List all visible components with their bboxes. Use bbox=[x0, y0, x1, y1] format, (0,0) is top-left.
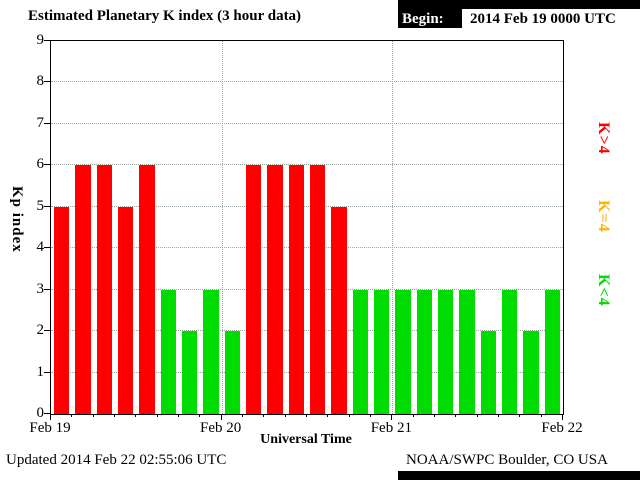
y-axis-label: Kp index bbox=[9, 186, 25, 253]
y-tick-label: 9 bbox=[36, 32, 45, 48]
x-tick-minor bbox=[519, 414, 521, 417]
x-tick-minor bbox=[348, 414, 350, 417]
kp-bar bbox=[288, 165, 304, 414]
begin-label-box bbox=[398, 0, 462, 28]
kp-bar bbox=[438, 289, 454, 414]
legend-k-eq-4: K=4 bbox=[595, 200, 612, 233]
x-tick-major bbox=[220, 414, 222, 420]
x-tick-minor bbox=[263, 414, 265, 417]
y-tick-mark bbox=[44, 40, 50, 41]
kp-bar bbox=[54, 206, 70, 414]
kp-bar bbox=[203, 289, 219, 414]
y-tick-mark bbox=[44, 247, 50, 249]
source-attribution: NOAA/SWPC Boulder, CO USA bbox=[406, 452, 608, 468]
kp-bar bbox=[480, 331, 496, 414]
x-tick-minor bbox=[71, 414, 73, 417]
x-tick-minor bbox=[498, 414, 499, 417]
kp-bar bbox=[267, 165, 283, 414]
y-tick-label: 0 bbox=[36, 405, 45, 421]
grid-line-horizontal bbox=[51, 122, 563, 124]
grid-line-vertical bbox=[221, 41, 223, 414]
x-tick-minor bbox=[476, 414, 478, 417]
y-tick-label: 7 bbox=[36, 114, 45, 131]
begin-label: Begin: bbox=[402, 11, 444, 27]
grid-line-horizontal bbox=[51, 205, 563, 207]
x-tick-label: Feb 20 bbox=[200, 420, 242, 436]
updated-timestamp: Updated 2014 Feb 22 02:55:06 UTC bbox=[6, 452, 227, 468]
kp-bar bbox=[374, 289, 390, 414]
x-tick-minor bbox=[92, 414, 94, 417]
x-tick-major bbox=[562, 414, 563, 420]
x-tick-minor bbox=[455, 414, 457, 417]
legend-k-lt-4: K<4 bbox=[595, 274, 612, 307]
grid-line-vertical bbox=[392, 41, 394, 414]
kp-bar bbox=[395, 289, 411, 414]
x-tick-minor bbox=[135, 414, 137, 417]
x-tick-minor bbox=[156, 414, 158, 417]
kp-bar bbox=[246, 165, 262, 414]
y-tick-mark bbox=[44, 413, 50, 414]
x-tick-label: Feb 21 bbox=[370, 420, 412, 436]
grid-line-horizontal bbox=[51, 288, 563, 290]
grid-line-horizontal bbox=[51, 247, 563, 249]
x-tick-minor bbox=[178, 414, 179, 417]
grid-line-horizontal bbox=[51, 164, 563, 166]
x-tick-minor bbox=[434, 414, 435, 417]
kp-bar bbox=[160, 289, 176, 414]
kp-bar bbox=[331, 206, 347, 414]
kp-bar bbox=[75, 165, 91, 414]
x-axis-label: Universal Time bbox=[260, 432, 352, 447]
top-edge-strip bbox=[398, 0, 640, 9]
x-tick-minor bbox=[327, 414, 329, 417]
x-tick-minor bbox=[540, 414, 542, 417]
kp-bar bbox=[502, 289, 518, 414]
x-tick-minor bbox=[306, 414, 307, 417]
y-tick-label: 8 bbox=[36, 73, 45, 90]
kp-bar bbox=[310, 165, 326, 414]
x-tick-minor bbox=[242, 414, 243, 417]
kp-bar bbox=[459, 289, 475, 414]
y-tick-label: 1 bbox=[36, 363, 45, 380]
y-tick-mark bbox=[44, 288, 50, 290]
plot-area bbox=[50, 40, 564, 415]
kp-bar bbox=[139, 165, 155, 414]
y-tick-label: 6 bbox=[36, 156, 45, 173]
y-tick-label: 3 bbox=[36, 280, 45, 297]
grid-line-horizontal bbox=[51, 81, 563, 83]
y-tick-label: 5 bbox=[36, 197, 45, 214]
kp-bar bbox=[352, 289, 368, 414]
legend-k-gt-4: K>4 bbox=[595, 122, 612, 155]
y-tick-label: 4 bbox=[36, 239, 45, 256]
x-tick-label: Feb 22 bbox=[541, 420, 583, 436]
y-tick-label: 2 bbox=[36, 322, 45, 339]
x-tick-major bbox=[391, 414, 393, 420]
chart-title: Estimated Planetary K index (3 hour data… bbox=[28, 8, 302, 24]
kp-bar bbox=[118, 206, 134, 414]
grid-line-horizontal bbox=[51, 371, 563, 373]
kp-bar bbox=[416, 289, 432, 414]
x-tick-minor bbox=[114, 414, 115, 417]
begin-value: 2014 Feb 19 0000 UTC bbox=[470, 11, 616, 27]
x-tick-minor bbox=[370, 414, 371, 417]
kp-bar bbox=[523, 331, 539, 414]
y-tick-mark bbox=[44, 81, 50, 83]
x-tick-major bbox=[50, 414, 51, 420]
y-tick-mark bbox=[44, 205, 50, 207]
y-tick-mark bbox=[44, 164, 50, 166]
kp-bar bbox=[96, 165, 112, 414]
x-tick-label: Feb 19 bbox=[29, 420, 71, 436]
y-tick-mark bbox=[44, 330, 50, 332]
kp-bar bbox=[544, 289, 560, 414]
x-tick-minor bbox=[412, 414, 414, 417]
kp-bar bbox=[182, 331, 198, 414]
x-tick-minor bbox=[284, 414, 286, 417]
y-tick-mark bbox=[44, 122, 50, 124]
kp-bar bbox=[224, 331, 240, 414]
y-tick-mark bbox=[44, 371, 50, 373]
bottom-edge-strip bbox=[398, 471, 640, 480]
grid-line-horizontal bbox=[51, 330, 563, 332]
x-tick-minor bbox=[199, 414, 201, 417]
